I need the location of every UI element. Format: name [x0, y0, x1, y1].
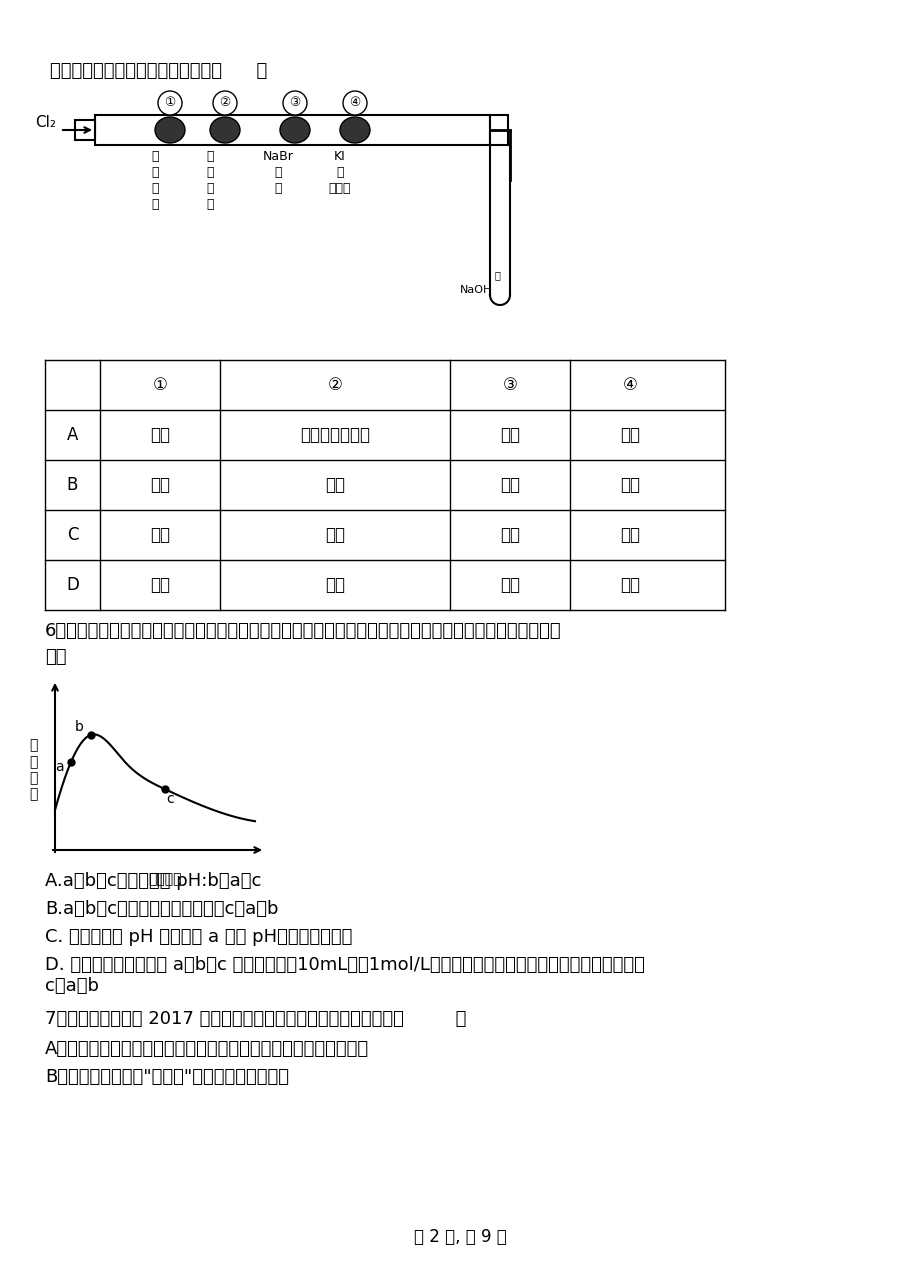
Text: ③: ③ [289, 97, 301, 109]
Text: 白色: 白色 [150, 575, 170, 594]
Text: 蓝色: 蓝色 [619, 426, 640, 444]
Text: C. 若用湿润的 pH 试纸测量 a 处的 pH，测量结果偏小: C. 若用湿润的 pH 试纸测量 a 处的 pH，测量结果偏小 [45, 928, 352, 946]
Text: ④: ④ [349, 97, 360, 109]
Text: ④: ④ [622, 376, 637, 395]
Bar [490, 115, 507, 145]
Text: 7．【浙江省台州市 2017 届高三上学期期末】下列说法不正确的是（         ）: 7．【浙江省台州市 2017 届高三上学期期末】下列说法不正确的是（ ） [45, 1009, 466, 1029]
Text: 品
红
溶
液: 品 红 溶 液 [151, 150, 159, 211]
Text: 无色: 无色 [150, 526, 170, 544]
Text: 橙色: 橙色 [499, 426, 519, 444]
Text: 导
电
能
力: 导 电 能 力 [28, 738, 37, 801]
Text: 液: 液 [494, 270, 499, 280]
Text: ①: ① [165, 97, 176, 109]
Text: 无色: 无色 [324, 575, 345, 594]
Text: 6．一定温度下，将一定质量的纯醋酸加水稀释，经实验测定溶液的导电能力变化如图所示，下列说法中正确: 6．一定温度下，将一定质量的纯醋酸加水稀释，经实验测定溶液的导电能力变化如图所示… [45, 622, 561, 640]
Ellipse shape [210, 117, 240, 143]
Text: a: a [54, 760, 63, 774]
Text: 的是: 的是 [45, 648, 66, 666]
Text: 白色: 白色 [150, 476, 170, 494]
Text: KI
溶
液淀粉: KI 溶 液淀粉 [328, 150, 351, 195]
Text: C: C [67, 526, 78, 544]
Ellipse shape [279, 117, 310, 143]
Text: 橙色: 橙色 [499, 526, 519, 544]
Circle shape [158, 90, 182, 115]
Text: NaOH: NaOH [460, 285, 492, 295]
Text: ③: ③ [502, 376, 516, 395]
Text: 石
蕊
试
液: 石 蕊 试 液 [206, 150, 213, 211]
Text: 红色: 红色 [324, 476, 345, 494]
Text: 紫色: 紫色 [619, 476, 640, 494]
Ellipse shape [340, 117, 369, 143]
Text: D: D [66, 575, 79, 594]
Text: B: B [67, 476, 78, 494]
Text: A．在一定条件，苯与浓硝酸反应生成硝基苯的反应类型是取代反应: A．在一定条件，苯与浓硝酸反应生成硝基苯的反应类型是取代反应 [45, 1040, 369, 1058]
Text: 先变红色后无色: 先变红色后无色 [300, 426, 369, 444]
Ellipse shape [154, 117, 185, 143]
Text: ②: ② [219, 97, 231, 109]
Text: 紫色: 紫色 [619, 575, 640, 594]
Text: NaBr
溶
液: NaBr 溶 液 [262, 150, 293, 195]
Text: 第 2 页, 共 9 页: 第 2 页, 共 9 页 [414, 1228, 505, 1246]
Text: B.a、b、c三点醋酸的电离程度：c＜a＜b: B.a、b、c三点醋酸的电离程度：c＜a＜b [45, 900, 278, 918]
Text: A.a、b、c三点溶液的 pH:b＜a＜c: A.a、b、c三点溶液的 pH:b＜a＜c [45, 872, 261, 890]
Bar [95, 115, 490, 145]
Circle shape [283, 90, 307, 115]
Text: b: b [74, 719, 84, 733]
Text: 白色: 白色 [324, 526, 345, 544]
Text: ①: ① [153, 376, 167, 395]
Text: 橙色: 橙色 [499, 476, 519, 494]
Circle shape [213, 90, 237, 115]
Text: 无色: 无色 [499, 575, 519, 594]
Text: ②: ② [327, 376, 342, 395]
Text: 蓝色: 蓝色 [619, 526, 640, 544]
Text: 加水体积: 加水体积 [148, 872, 182, 886]
Text: D. 物质的量浓度分别为 a、b、c 三点的溶液各10mL，用1mol/L氢氧化钠溶液中和，消耗氢氧化钠溶液体积：
c＜a＜b: D. 物质的量浓度分别为 a、b、c 三点的溶液各10mL，用1mol/L氢氧化… [45, 956, 644, 994]
Circle shape [343, 90, 367, 115]
Text: B．天然气、沼气、"可燃冰"的主要成分均为甲烷: B．天然气、沼气、"可燃冰"的主要成分均为甲烷 [45, 1068, 289, 1086]
Text: c: c [166, 792, 174, 806]
Text: 对图中指定部位颜色描述正确的是（      ）: 对图中指定部位颜色描述正确的是（ ） [50, 62, 267, 80]
Bar [75, 120, 95, 140]
Text: Cl₂: Cl₂ [35, 115, 56, 130]
Text: A: A [67, 426, 78, 444]
Text: 白色: 白色 [150, 426, 170, 444]
